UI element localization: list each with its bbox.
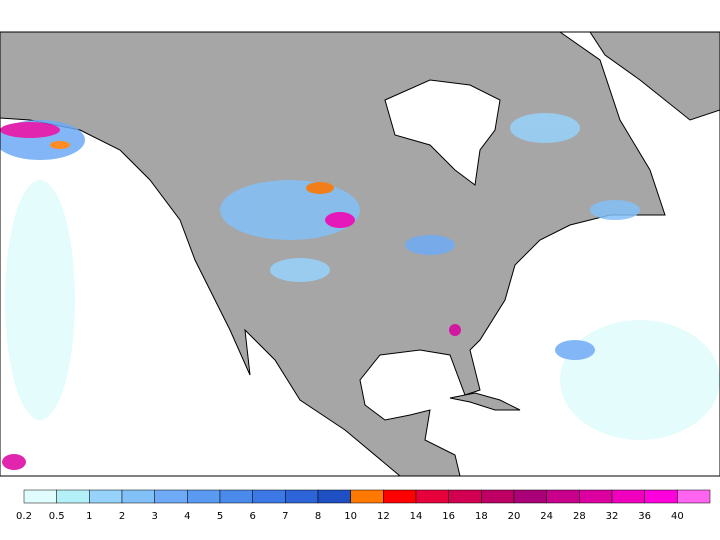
color-box <box>448 489 482 504</box>
precip-area <box>270 258 330 282</box>
precip-area <box>510 113 580 143</box>
colorbar-label: 24 <box>540 511 553 522</box>
colorbar-label: 4 <box>184 511 190 522</box>
land <box>0 31 666 477</box>
colorbar: 0.2 0.5 1 2 3 4 5 6 7 8 10 12 14 16 18 20 24 28 32 36 40 <box>16 489 711 522</box>
hudson-bay <box>384 79 501 186</box>
colorbar-label: 18 <box>475 511 488 522</box>
colorbar-label: 28 <box>573 511 586 522</box>
colorbar-label: 5 <box>217 511 223 522</box>
color-box <box>611 489 645 504</box>
colorbar-label: 12 <box>377 511 390 522</box>
colorbar-label: 7 <box>282 511 288 522</box>
color-box <box>644 489 678 504</box>
color-box <box>513 489 547 504</box>
color-box <box>121 489 155 504</box>
precipitation <box>0 113 720 470</box>
colorbar-label: 3 <box>151 511 157 522</box>
colorbar-label: 0.2 <box>16 511 32 522</box>
color-box <box>252 489 286 504</box>
map <box>0 31 720 477</box>
greenland <box>589 31 720 121</box>
precip-area <box>306 182 334 194</box>
precip-area <box>560 320 720 440</box>
colorbar-label: 2 <box>119 511 125 522</box>
colorbar-label: 16 <box>442 511 455 522</box>
color-box <box>546 489 580 504</box>
color-box <box>56 489 90 504</box>
color-box <box>415 489 449 504</box>
colorbar-label: 10 <box>344 511 357 522</box>
colorbar-label: 6 <box>249 511 255 522</box>
color-box <box>23 489 57 504</box>
cuba <box>449 392 521 411</box>
precip-area <box>555 340 595 360</box>
precip-area <box>0 122 60 138</box>
color-box <box>219 489 253 504</box>
color-box <box>317 489 351 504</box>
colorbar-label: 20 <box>508 511 521 522</box>
color-box <box>89 489 123 504</box>
colorbar-label: 40 <box>671 511 684 522</box>
precip-area <box>325 212 355 228</box>
colorbar-label: 8 <box>315 511 321 522</box>
color-box <box>677 489 711 504</box>
precip-area <box>449 324 461 336</box>
precip-area <box>5 180 75 420</box>
precip-area <box>220 180 360 240</box>
color-box <box>579 489 613 504</box>
colorbar-label: 36 <box>638 511 651 522</box>
precip-area <box>50 141 70 149</box>
precip-area <box>405 235 455 255</box>
color-box <box>154 489 188 504</box>
precip-area <box>2 454 26 470</box>
color-box <box>481 489 515 504</box>
precip-area <box>590 200 640 220</box>
colorbar-label: 14 <box>410 511 423 522</box>
colorbar-label: 1 <box>86 511 92 522</box>
map-frame <box>0 31 720 477</box>
colorbar-label: 32 <box>606 511 619 522</box>
color-box <box>285 489 319 504</box>
colorbar-label: 0.5 <box>49 511 65 522</box>
color-box <box>350 489 384 504</box>
color-box <box>383 489 417 504</box>
color-box <box>187 489 221 504</box>
